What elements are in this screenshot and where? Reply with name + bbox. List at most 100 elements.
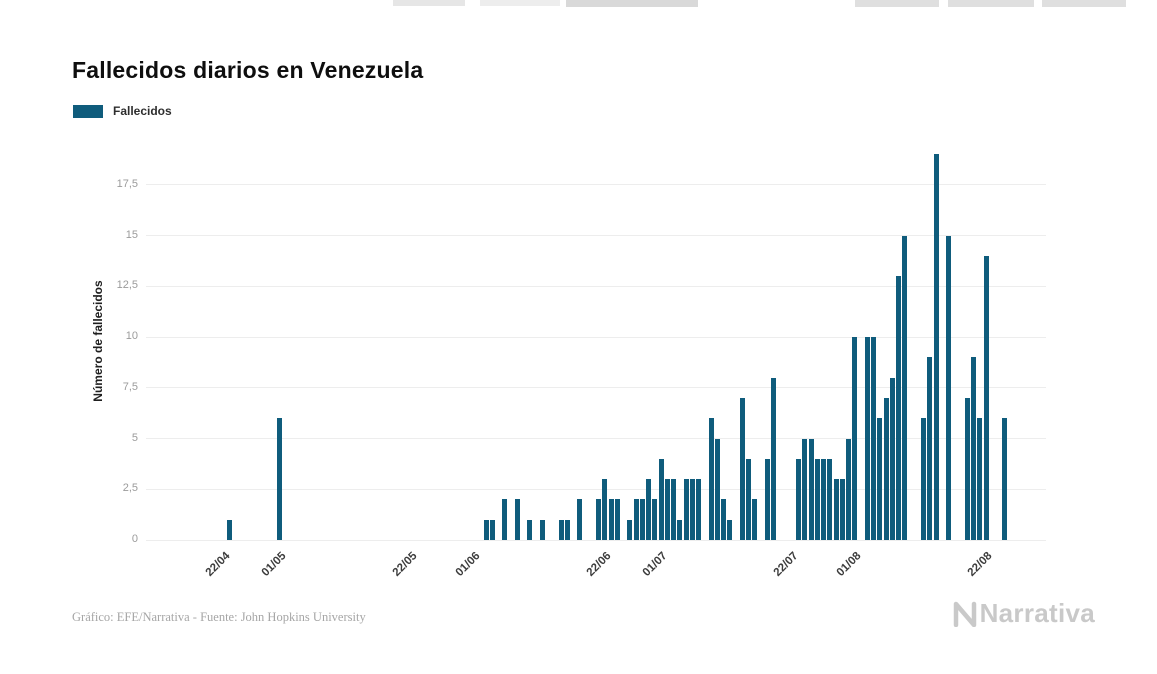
bar <box>577 499 583 540</box>
narrativa-logo-text: Narrativa <box>979 598 1095 628</box>
chart-title: Fallecidos diarios en Venezuela <box>72 57 424 84</box>
x-tick-label: 22/07 <box>771 550 801 579</box>
x-tick-label: 22/06 <box>584 550 614 579</box>
source-caption: Gráfico: EFE/Narrativa - Fuente: John Ho… <box>72 610 366 624</box>
bar <box>639 499 645 540</box>
grid-line <box>146 438 1046 440</box>
bar <box>852 337 858 540</box>
bar <box>227 519 233 540</box>
bar <box>739 397 745 540</box>
bar <box>877 418 883 540</box>
legend-label: Fallecidos <box>113 104 172 118</box>
bar <box>708 418 714 540</box>
bar <box>527 519 533 540</box>
bar <box>658 458 664 540</box>
bar <box>864 337 870 540</box>
bar <box>821 458 826 540</box>
bar <box>677 519 683 540</box>
bar <box>971 357 976 540</box>
bar <box>871 337 876 540</box>
y-tick-label: 5 <box>131 431 138 444</box>
bar <box>602 479 608 540</box>
bar <box>839 479 845 540</box>
bar <box>664 479 670 540</box>
grid-line <box>146 184 1046 186</box>
top-edge-artifact <box>855 0 939 7</box>
y-tick-label: 7,5 <box>122 380 138 393</box>
bar <box>883 397 889 540</box>
y-tick-label: 0 <box>131 533 138 545</box>
bar <box>721 499 726 540</box>
bar <box>689 479 695 540</box>
bar <box>558 519 564 540</box>
bar <box>771 377 776 540</box>
bar <box>633 499 639 540</box>
bar <box>652 499 658 540</box>
bar <box>846 438 851 540</box>
x-tick-label: 01/05 <box>259 550 289 579</box>
bar <box>727 519 733 540</box>
bar <box>483 519 489 540</box>
bar <box>808 438 814 540</box>
bar <box>933 154 939 540</box>
legend: Fallecidos <box>73 104 172 118</box>
top-edge-artifact <box>948 0 1034 7</box>
bar <box>596 499 601 540</box>
x-tick-label: 01/07 <box>640 550 670 579</box>
bar <box>514 499 520 540</box>
bar <box>564 519 570 540</box>
top-edge-artifact <box>393 0 465 6</box>
y-tick-label: 17,5 <box>116 177 138 190</box>
bar <box>489 519 495 540</box>
bar <box>714 438 720 540</box>
bar <box>502 499 508 540</box>
bar <box>921 418 926 540</box>
y-tick-label: 10 <box>125 330 138 343</box>
bar <box>608 499 614 540</box>
y-tick-label: 12,5 <box>116 279 138 292</box>
bar <box>802 438 808 540</box>
top-edge-artifact <box>566 0 698 7</box>
x-tick-label: 01/06 <box>453 550 482 579</box>
top-edge-artifact <box>480 0 560 6</box>
x-tick-label: 22/05 <box>390 550 420 579</box>
bar <box>964 397 970 540</box>
y-tick-label: 2,5 <box>122 482 138 495</box>
bar <box>983 255 989 540</box>
grid-line <box>146 387 1046 389</box>
bar <box>827 458 833 540</box>
bar <box>627 519 633 540</box>
grid-line <box>146 285 1046 287</box>
top-edge-artifact <box>1042 0 1126 7</box>
bar <box>683 479 689 540</box>
legend-swatch-icon <box>73 104 103 118</box>
x-tick-label: 22/04 <box>203 550 232 579</box>
narrativa-logo: Narrativa <box>953 598 1095 629</box>
narrativa-n-icon <box>953 601 976 627</box>
bar <box>696 479 701 540</box>
grid-line <box>146 488 1046 490</box>
bar <box>764 458 770 540</box>
bar <box>1002 418 1008 540</box>
bar <box>646 479 651 540</box>
x-tick-label: 01/08 <box>834 550 864 579</box>
bar <box>752 499 758 540</box>
bar <box>927 357 933 540</box>
bar <box>614 499 620 540</box>
bar <box>946 235 951 540</box>
bar <box>902 235 908 540</box>
bar <box>889 377 895 540</box>
bar <box>539 519 545 540</box>
bar <box>796 458 801 540</box>
grid-line <box>146 235 1046 237</box>
y-tick-label: 15 <box>125 228 138 241</box>
grid-line <box>146 539 1046 541</box>
grid-line <box>146 336 1046 338</box>
bar <box>814 458 820 540</box>
bar <box>833 479 839 540</box>
bar <box>277 418 283 540</box>
bar <box>977 418 983 540</box>
bar <box>746 458 751 540</box>
